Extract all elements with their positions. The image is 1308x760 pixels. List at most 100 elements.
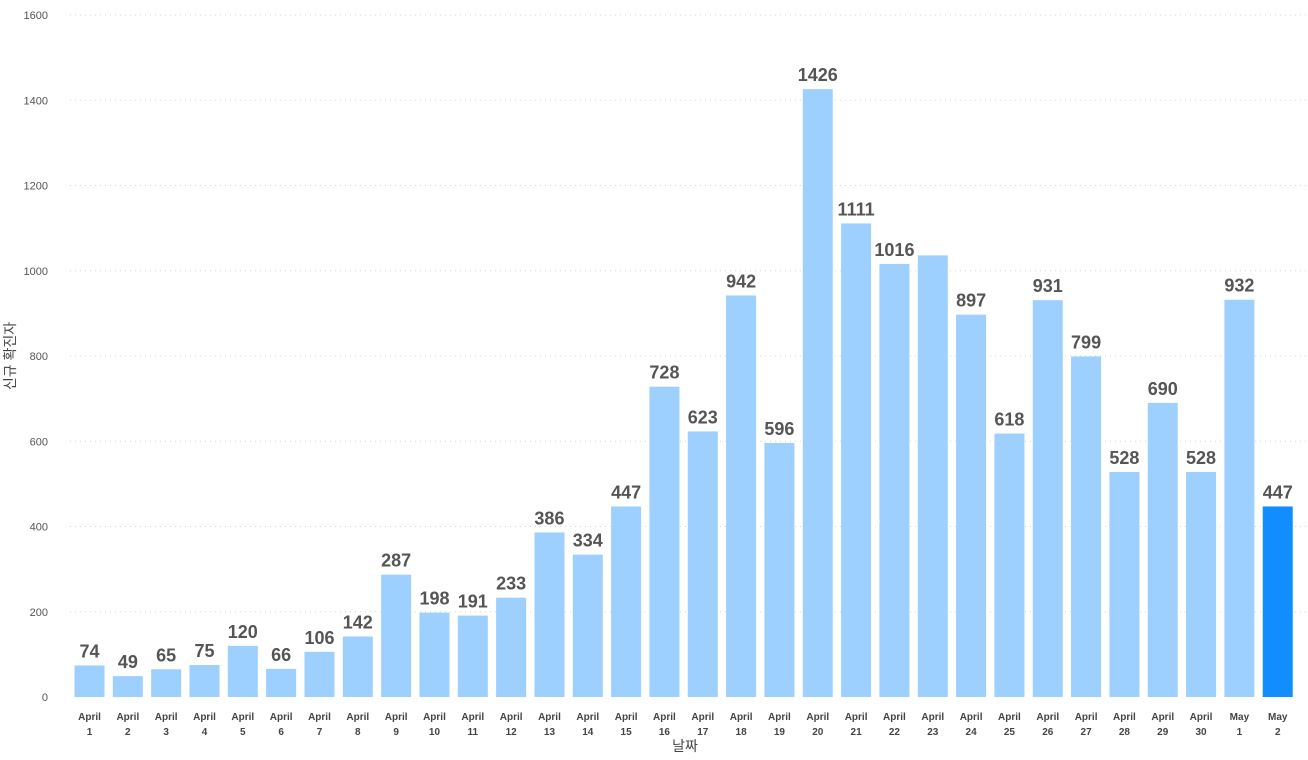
x-tick-label: April [921,712,944,723]
data-label: 386 [534,508,564,528]
bar[interactable] [534,532,565,697]
bar[interactable] [1032,300,1063,697]
bar[interactable] [189,665,220,697]
data-label: 49 [118,652,138,672]
data-label: 942 [726,271,756,291]
bar[interactable] [496,597,527,697]
bar[interactable] [419,612,450,697]
x-tick-label: 26 [1042,727,1054,738]
data-label: 65 [156,645,176,665]
x-tick-label: April [768,712,791,723]
x-tick-label: April [576,712,599,723]
x-tick-label: April [615,712,638,723]
x-tick-label: April [806,712,829,723]
bar[interactable] [879,263,910,697]
x-tick-label: 14 [582,727,594,738]
x-tick-label: April [346,712,369,723]
x-tick-label: 1 [1237,727,1243,738]
x-tick-label: April [1190,712,1213,723]
x-tick-label: 4 [202,727,208,738]
data-label: 334 [573,531,603,551]
y-tick-label: 0 [42,692,48,704]
x-tick-label: April [1036,712,1059,723]
bar[interactable] [572,554,603,697]
bar[interactable] [1147,402,1178,697]
x-tick-label: 18 [736,727,748,738]
data-label: 799 [1071,332,1101,352]
bar[interactable] [841,223,872,697]
x-axis-title: 날짜 [672,738,698,754]
bar[interactable] [611,506,642,697]
x-tick-label: April [1075,712,1098,723]
bar[interactable] [112,676,143,697]
x-tick-label: 13 [544,727,556,738]
data-label: 623 [688,407,718,427]
x-tick-label: 11 [468,727,479,738]
bar[interactable] [917,255,948,697]
bar[interactable] [342,636,373,697]
x-tick-label: 27 [1081,727,1093,738]
data-label: 528 [1186,448,1216,468]
data-label: 447 [611,482,641,502]
x-tick-label: 15 [621,727,633,738]
bar[interactable] [227,645,258,697]
y-tick-label: 600 [30,436,48,448]
bar[interactable] [687,431,718,697]
data-label: 897 [956,291,986,311]
x-tick-label: April [193,712,216,723]
bar[interactable] [802,89,833,698]
x-tick-label: 12 [506,727,518,738]
x-tick-label: April [78,712,101,723]
bar[interactable] [764,442,795,697]
x-tick-label: April [461,712,484,723]
bar[interactable] [1186,471,1217,697]
bars [74,89,1293,698]
bar[interactable] [649,386,680,697]
bar[interactable] [956,314,987,697]
x-tick-label: 6 [278,727,284,738]
data-label: 198 [419,589,449,609]
x-tick-label: 20 [812,727,824,738]
data-label: 447 [1263,482,1293,502]
x-tick-label: 7 [317,727,323,738]
bar[interactable] [151,669,182,697]
bar[interactable] [994,433,1025,697]
data-label: 142 [343,612,373,632]
x-tick-label: April [423,712,446,723]
bar[interactable] [1071,356,1102,697]
y-tick-label: 800 [30,351,48,363]
y-axis-title: 신규 확진자 [2,322,18,390]
x-tick-label: May [1268,712,1288,723]
bar[interactable] [381,574,412,697]
bar[interactable] [304,651,335,697]
x-tick-label: 5 [240,727,246,738]
bar[interactable] [1109,471,1140,697]
y-tick-label: 1600 [24,10,48,22]
x-tick-label: April [998,712,1021,723]
x-tick-label: April [385,712,408,723]
bar[interactable] [457,615,488,697]
x-tick-label: April [845,712,868,723]
x-tick-label: 17 [697,727,709,738]
x-tick-label: 29 [1157,727,1169,738]
x-tick-label: 8 [355,727,361,738]
data-label: 66 [271,645,291,665]
bar[interactable] [1262,506,1293,697]
bar[interactable] [726,295,757,697]
bar[interactable] [266,668,297,697]
x-tick-label: 2 [1275,727,1281,738]
data-label: 1111 [838,199,875,219]
data-label: 596 [764,419,794,439]
bar[interactable] [1224,299,1255,697]
x-tick-label: April [1113,712,1136,723]
data-label: 528 [1109,448,1139,468]
x-tick-label: 24 [966,727,978,738]
y-axis-ticks: 0 200 400 600 800 1000 1200 1400 1600 [24,10,48,704]
x-tick-label: 25 [1004,727,1016,738]
data-label: 191 [458,592,488,612]
bar[interactable] [74,665,105,697]
x-tick-label: April [730,712,753,723]
y-tick-label: 1200 [24,181,48,193]
data-label: 728 [649,363,679,383]
